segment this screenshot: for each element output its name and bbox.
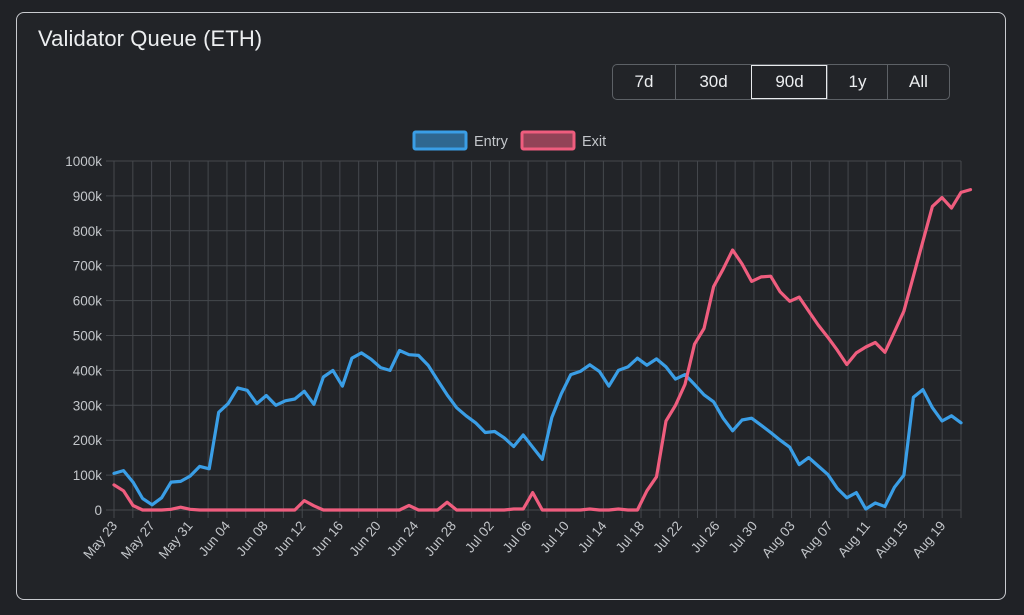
y-tick-label: 400k <box>73 363 103 378</box>
x-tick-label: Jul 30 <box>726 518 761 555</box>
range-button-all[interactable]: All <box>887 65 949 99</box>
x-tick-label: Jul 02 <box>462 518 497 555</box>
legend-swatch <box>412 130 468 151</box>
series-line-exit <box>112 188 973 512</box>
y-tick-label: 900k <box>73 189 103 204</box>
x-tick-label: May 31 <box>156 518 196 562</box>
x-tick-label: Jul 14 <box>575 518 610 556</box>
y-tick-label: 300k <box>73 398 103 413</box>
x-tick-label: Jun 08 <box>233 518 271 559</box>
x-tick-label: Jul 10 <box>537 518 572 555</box>
x-tick-label: Jun 04 <box>196 518 234 559</box>
y-tick-label: 0 <box>94 503 102 518</box>
x-tick-label: Aug 07 <box>797 518 836 560</box>
page-title: Validator Queue (ETH) <box>38 26 263 51</box>
grid <box>106 160 962 518</box>
x-tick-label: Aug 19 <box>909 518 948 560</box>
y-tick-label: 100k <box>73 468 103 483</box>
x-tick-label: Jun 20 <box>346 518 384 559</box>
y-tick-label: 600k <box>73 294 103 309</box>
x-tick-label: Aug 11 <box>835 518 873 560</box>
y-tick-label: 1000k <box>65 154 102 169</box>
x-tick-label: Jun 12 <box>271 518 309 559</box>
range-button-7d[interactable]: 7d <box>613 65 675 99</box>
x-tick-label: Aug 03 <box>759 518 798 560</box>
y-tick-label: 700k <box>73 259 103 274</box>
series-line-entry <box>112 348 963 511</box>
range-button-1y[interactable]: 1y <box>827 65 887 99</box>
legend-label: Exit <box>582 134 606 150</box>
x-tick-label: Jul 26 <box>688 518 723 555</box>
y-tick-label: 800k <box>73 224 103 239</box>
legend-label: Entry <box>474 134 509 150</box>
x-tick-label: May 23 <box>80 518 120 562</box>
x-tick-label: Jun 28 <box>422 518 460 559</box>
x-tick-label: Jul 18 <box>613 518 648 555</box>
legend-swatch <box>520 130 576 151</box>
time-range-selector: 7d 30d 90d 1y All <box>612 64 950 100</box>
legend-item-exit[interactable]: Exit <box>520 130 606 151</box>
x-tick-label: Jul 22 <box>650 518 685 555</box>
x-tick-label: Jun 16 <box>309 518 347 559</box>
legend-item-entry[interactable]: Entry <box>412 130 509 151</box>
range-button-30d[interactable]: 30d <box>675 65 751 99</box>
x-tick-label: Aug 15 <box>872 518 911 560</box>
chart-card <box>16 12 1006 600</box>
x-tick-label: May 27 <box>118 518 158 562</box>
y-tick-label: 200k <box>73 433 103 448</box>
y-tick-label: 500k <box>73 329 103 344</box>
x-tick-label: Jun 24 <box>384 518 422 559</box>
range-button-90d[interactable]: 90d <box>751 65 827 99</box>
x-tick-label: Jul 06 <box>500 518 535 555</box>
